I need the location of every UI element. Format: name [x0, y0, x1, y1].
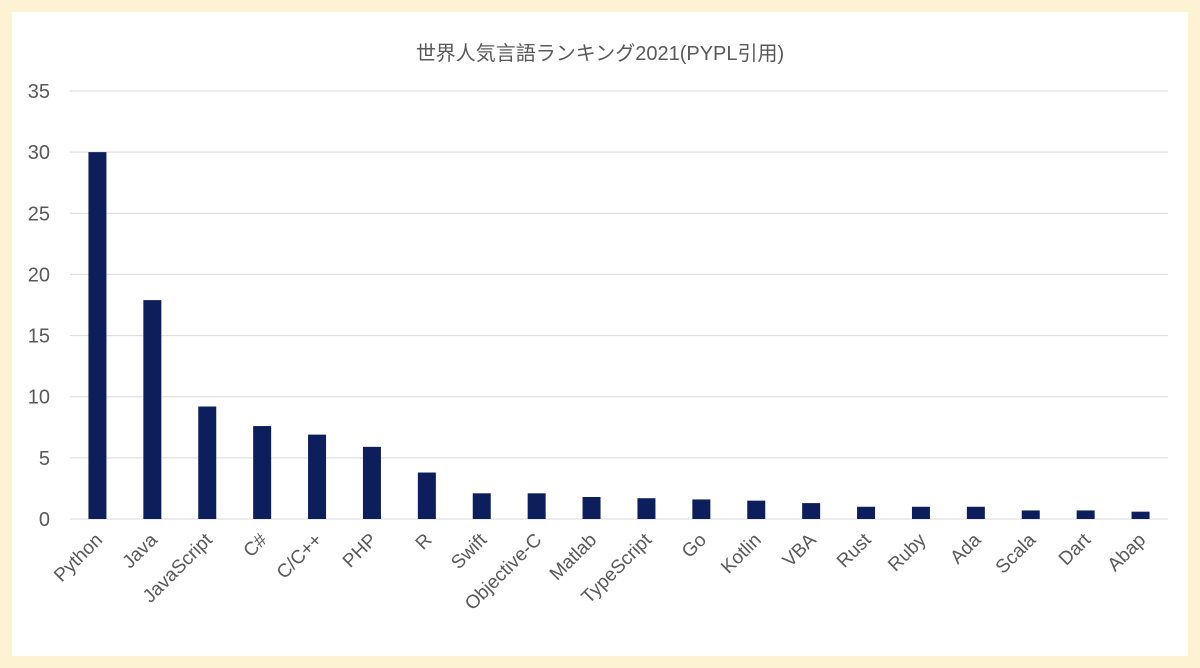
y-tick-label: 20 — [28, 264, 50, 286]
bar-python — [88, 152, 107, 519]
x-tick-label: Abap — [1104, 530, 1150, 576]
bar-chart: 世界人気言語ランキング2021(PYPL引用) 0 5 10 15 20 25 30 35 P… — [28, 42, 1168, 615]
x-tick-label: C/C++ — [273, 530, 327, 584]
bar-typescript — [637, 498, 656, 519]
bar-abap — [1131, 511, 1150, 519]
x-tick-label: Swift — [447, 529, 491, 573]
y-tick-label: 25 — [28, 203, 50, 225]
bar-vba — [802, 503, 821, 519]
chart-frame: 世界人気言語ランキング2021(PYPL引用) 0 5 10 15 20 25 30 35 P… — [12, 12, 1188, 656]
x-tick-label: VBA — [779, 529, 821, 571]
bar-php — [362, 446, 381, 519]
y-tick-label: 30 — [28, 142, 50, 164]
y-tick-label: 10 — [28, 387, 50, 409]
x-tick-label: Python — [50, 530, 107, 587]
x-tick-label: C# — [240, 529, 272, 561]
bar-kotlin — [747, 500, 766, 519]
x-tick-label: Ruby — [884, 529, 931, 576]
x-tick-label: Scala — [992, 529, 1041, 578]
bar-ada — [966, 506, 985, 519]
bar-scala — [1021, 510, 1040, 519]
x-tick-label: Matlab — [546, 530, 601, 585]
x-tick-label: Rust — [833, 529, 876, 572]
y-tick-label: 0 — [39, 509, 50, 531]
bar-c- — [253, 426, 272, 519]
x-tick-label: R — [412, 530, 437, 555]
bar-objective-c — [527, 493, 546, 519]
bar-ruby — [911, 506, 930, 519]
x-tick-label: Kotlin — [717, 530, 765, 578]
bar-r — [417, 472, 436, 519]
x-tick-label: PHP — [339, 530, 381, 572]
bar-swift — [472, 493, 491, 519]
bar-javascript — [198, 406, 217, 519]
x-tick-label: Ada — [947, 529, 986, 568]
y-tick-label: 5 — [39, 448, 50, 470]
bar-java — [143, 300, 162, 519]
bar-go — [692, 499, 711, 519]
bar-c-c- — [308, 434, 327, 519]
x-tick-label: Java — [119, 529, 163, 573]
y-tick-label: 15 — [28, 326, 50, 348]
y-tick-label: 35 — [28, 81, 50, 103]
x-tick-label: Go — [678, 530, 711, 563]
chart-title: 世界人気言語ランキング2021(PYPL引用) — [416, 42, 784, 65]
bar-dart — [1076, 510, 1095, 519]
bar-rust — [857, 506, 876, 519]
x-tick-label: Dart — [1055, 529, 1096, 570]
bar-matlab — [582, 496, 601, 519]
